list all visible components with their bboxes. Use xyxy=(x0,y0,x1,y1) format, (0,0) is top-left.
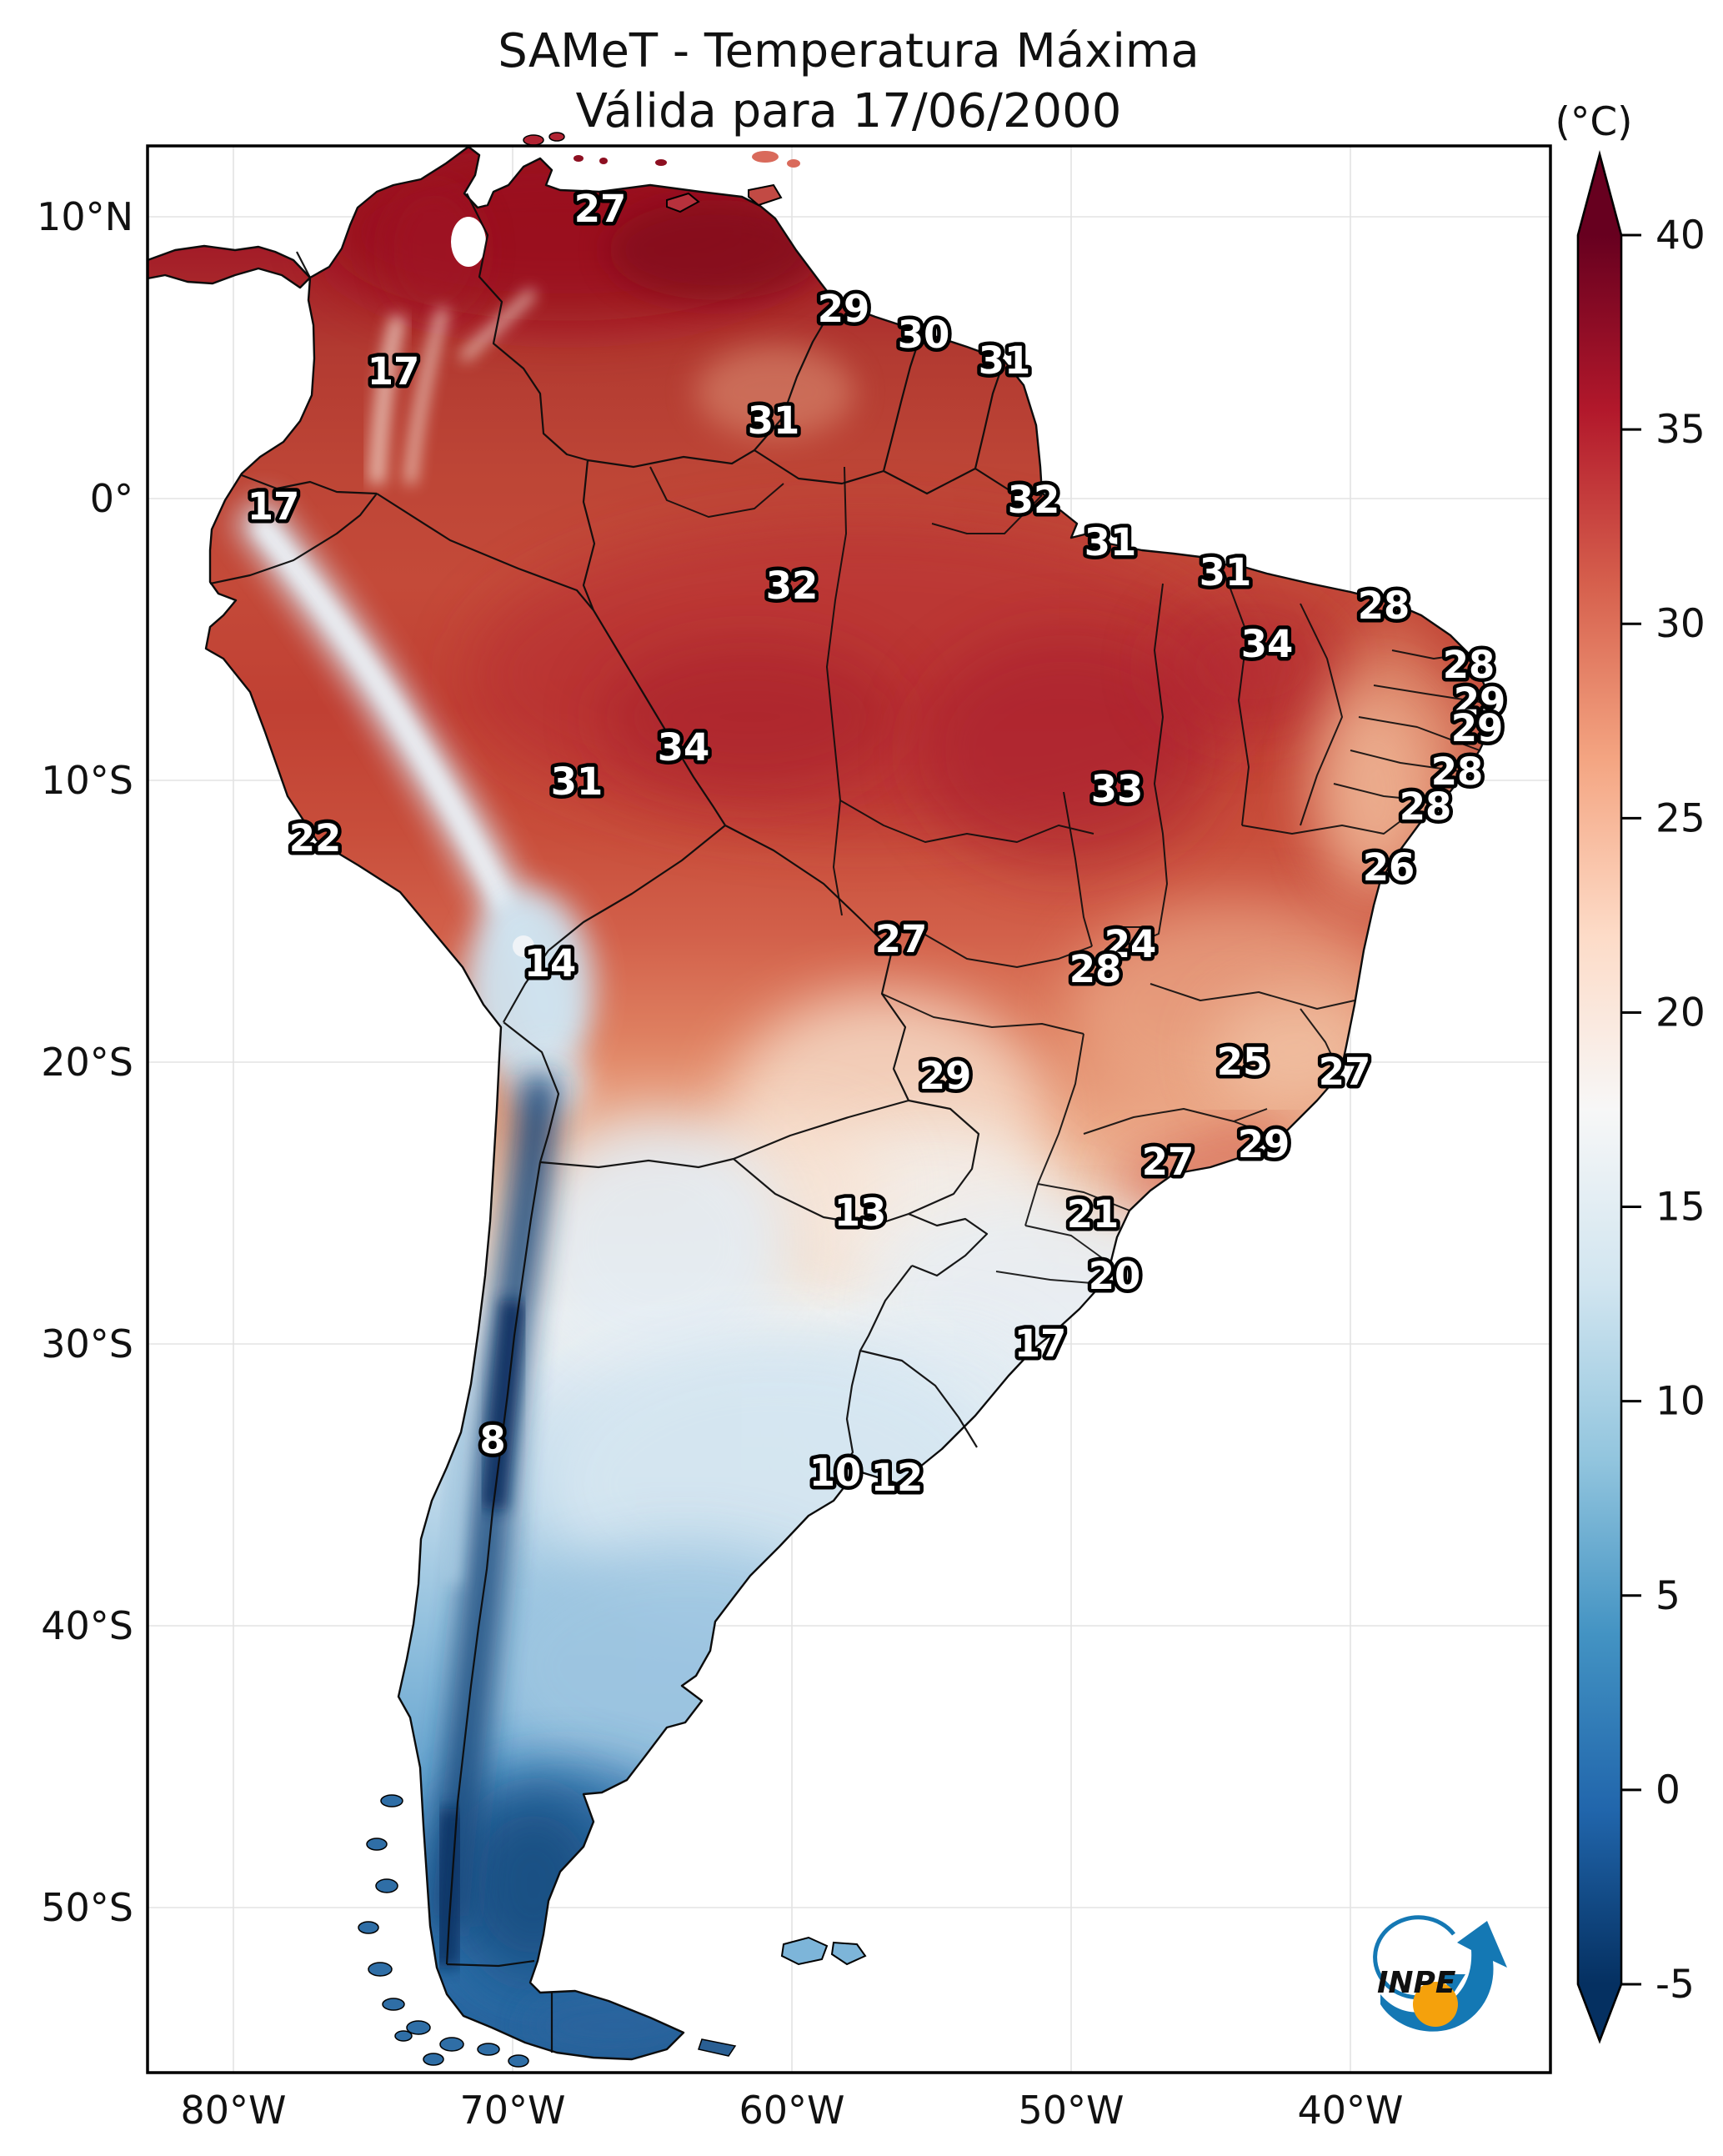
lat-tick-label-1: 0° xyxy=(90,476,133,521)
temp-label-35: 17 xyxy=(1014,1321,1067,1366)
temp-label-18: 31 xyxy=(551,760,604,804)
inpe-logo: INPE xyxy=(1373,1915,1507,2032)
temp-label-24: 24 xyxy=(1104,922,1157,966)
colorbar-tick-label-35: 35 xyxy=(1655,407,1705,453)
temp-label-5: 31 xyxy=(748,399,800,443)
colorbar-tick-label-10: 10 xyxy=(1655,1379,1705,1425)
temp-label-22: 26 xyxy=(1363,845,1415,890)
lat-tick-label-4: 30°S xyxy=(41,1321,133,1366)
lat-tick-label-0: 10°N xyxy=(37,194,133,239)
temp-label-19: 33 xyxy=(1091,767,1144,811)
orbit-arrowhead-icon xyxy=(1440,1974,1465,1994)
colorbar-ticks: 40 35 30 25 20 15 10 5 0 -5 xyxy=(1621,213,1705,2008)
state-borders xyxy=(649,466,1480,1285)
map-frame xyxy=(146,144,1552,2074)
temp-label-37: 10 xyxy=(809,1451,862,1495)
temp-label-20: 28 xyxy=(1400,785,1452,829)
colorbar-tick-label-5: 5 xyxy=(1655,1573,1680,1619)
coastline-south-america xyxy=(146,145,1494,2061)
colorbar-tick-label-0: 0 xyxy=(1655,1767,1680,1813)
temp-label-26: 28 xyxy=(1069,947,1122,991)
colorbar-tick-label-25: 25 xyxy=(1655,795,1705,841)
falkland-west xyxy=(780,1936,829,1966)
temp-label-27: 25 xyxy=(1217,1040,1270,1084)
colorbar-unit-label: (°C) xyxy=(1555,99,1633,145)
lon-tick-label-1: 70°W xyxy=(459,2088,565,2133)
lon-tick-label-0: 80°W xyxy=(180,2088,286,2133)
lake-titicaca xyxy=(513,935,534,957)
lake-maracaibo xyxy=(451,217,486,267)
temp-label-13: 28 xyxy=(1443,643,1495,687)
inpe-text: INPE xyxy=(1377,1966,1456,2000)
temp-label-23: 27 xyxy=(875,917,928,961)
temp-label-25: 14 xyxy=(524,941,577,985)
lat-tick-label-3: 20°S xyxy=(41,1040,133,1085)
temp-label-7: 17 xyxy=(248,484,300,529)
colorbar-tick-label-15: 15 xyxy=(1655,1185,1705,1231)
temp-label-15: 29 xyxy=(1451,706,1504,750)
lat-tick-label-2: 10°S xyxy=(41,758,133,803)
lat-tick-label-5: 40°S xyxy=(41,1603,133,1648)
colorbar: (°C) 40 35 30 25 20 15 10 5 0 -5 xyxy=(1555,99,1705,2044)
figure-subtitle: Válida para 17/06/2000 xyxy=(576,84,1122,138)
temp-label-10: 32 xyxy=(766,564,819,608)
country-borders xyxy=(209,193,1043,2053)
temp-label-28: 27 xyxy=(1319,1050,1371,1094)
temperature-field xyxy=(148,147,1492,2059)
isla-de-los-estados xyxy=(698,2038,737,2057)
colorbar-tick-label-30: 30 xyxy=(1655,601,1705,647)
temp-label-8: 31 xyxy=(1084,520,1137,564)
orange-dot xyxy=(1413,1982,1458,2027)
temp-label-38: 12 xyxy=(871,1456,924,1500)
temp-label-14: 29 xyxy=(1454,679,1506,724)
temp-label-32: 13 xyxy=(834,1191,887,1235)
longitude-tick-labels: 80°W 70°W 60°W 50°W 40°W xyxy=(180,2088,1403,2133)
temp-label-0: 27 xyxy=(574,187,627,231)
temp-label-29: 29 xyxy=(919,1054,972,1098)
islands xyxy=(358,132,867,2068)
colorbar-tick-label-20: 20 xyxy=(1655,990,1705,1035)
temp-label-31: 27 xyxy=(1142,1140,1195,1184)
temp-label-21: 22 xyxy=(289,816,342,860)
figure-title: SAMeT - Temperatura Máxima xyxy=(498,24,1200,78)
falkland-east xyxy=(830,1941,867,1966)
orbit-swoosh-icon xyxy=(1380,1921,1507,2032)
lon-tick-label-4: 40°W xyxy=(1297,2088,1403,2133)
temp-label-36: 8 xyxy=(479,1418,505,1462)
temp-label-6: 32 xyxy=(1008,478,1060,522)
temp-label-4: 17 xyxy=(368,349,420,394)
colorbar-tick-label--5: -5 xyxy=(1655,1962,1695,2008)
temp-label-9: 31 xyxy=(1200,550,1252,594)
temp-label-12: 34 xyxy=(1241,622,1294,666)
temp-label-17: 28 xyxy=(1431,750,1484,794)
lat-tick-label-6: 50°S xyxy=(41,1885,133,1930)
latitude-tick-labels: 10°N 0° 10°S 20°S 30°S 40°S 50°S xyxy=(37,194,133,1930)
trinidad-island xyxy=(748,183,783,207)
temp-label-3: 31 xyxy=(979,338,1031,383)
temp-label-30: 29 xyxy=(1238,1122,1290,1166)
temp-label-34: 20 xyxy=(1089,1254,1141,1298)
temp-label-1: 29 xyxy=(818,287,870,331)
temp-label-2: 30 xyxy=(898,313,950,357)
lon-tick-label-3: 50°W xyxy=(1018,2088,1124,2133)
lon-tick-label-2: 60°W xyxy=(739,2088,844,2133)
temp-label-11: 28 xyxy=(1358,584,1410,628)
chilean-fjords xyxy=(358,1794,529,2068)
temp-label-33: 21 xyxy=(1067,1192,1119,1236)
temp-label-16: 34 xyxy=(658,725,710,770)
colorbar-gradient-bar xyxy=(1578,154,1621,2041)
colorbar-tick-label-40: 40 xyxy=(1655,213,1705,258)
margarita-island xyxy=(666,192,700,213)
